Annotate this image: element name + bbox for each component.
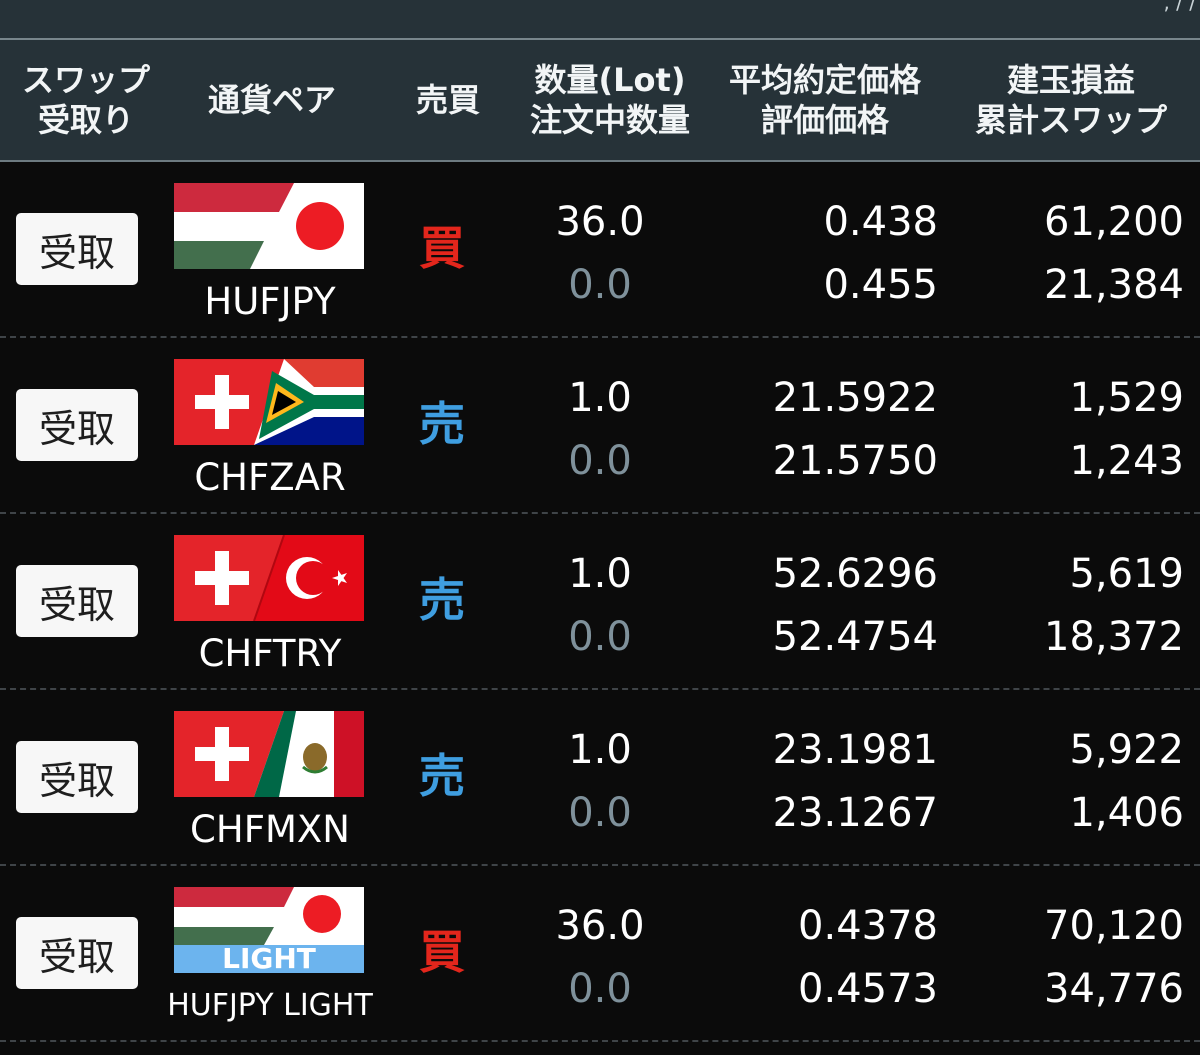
quantity-value: 1.0 [568, 551, 632, 597]
currency-pair-label: CHFZAR [194, 456, 346, 499]
evaluation-price-value: 52.4754 [772, 614, 938, 660]
side-buy-label: 買 [419, 925, 465, 979]
header-pl: 建玉損益 累計スワップ [956, 40, 1186, 160]
header-currency-pair-label: 通貨ペア [207, 81, 336, 119]
header-quantity: 数量(Lot) 注文中数量 [510, 40, 710, 160]
hungary-japan-flag-icon [174, 183, 364, 269]
top-bar: , / / [0, 0, 1200, 40]
cumulative-swap-value: 1,243 [1069, 438, 1184, 484]
side-sell-label: 売 [419, 749, 465, 803]
position-pl-value: 70,120 [1044, 903, 1184, 949]
receive-swap-button[interactable]: 受取 [16, 565, 138, 637]
currency-pair-label: CHFTRY [198, 632, 342, 675]
receive-swap-button[interactable]: 受取 [16, 213, 138, 285]
cumulative-swap-value: 34,776 [1044, 966, 1184, 1012]
position-row[interactable]: 受取 LIGHT HUFJPY LIGHT 買 36.0 0.0 0.4378 … [0, 866, 1200, 1042]
currency-pair-label: HUFJPY LIGHT [167, 988, 373, 1023]
header-price-line1: 平均約定価格 [728, 61, 921, 99]
position-pl-value: 5,922 [1069, 727, 1184, 773]
evaluation-price-value: 0.4573 [798, 966, 938, 1012]
average-price-value: 0.4378 [798, 903, 938, 949]
header-currency-pair: 通貨ペア [172, 40, 372, 160]
side-sell-label: 売 [419, 573, 465, 627]
header-pl-line2: 累計スワップ [974, 101, 1167, 139]
pending-quantity-value: 0.0 [568, 262, 632, 308]
header-quantity-line2: 注文中数量 [529, 101, 690, 139]
header-swap-receive-line1: スワップ [21, 61, 150, 99]
top-bar-partial-text: , / / [1163, 0, 1196, 14]
header-pl-line1: 建玉損益 [1006, 61, 1135, 99]
position-row[interactable]: 受取 CHFZAR 売 1.0 0.0 21.5922 21.5750 1,52… [0, 338, 1200, 514]
header-side: 売買 [400, 40, 496, 160]
cumulative-swap-value: 21,384 [1044, 262, 1184, 308]
header-side-label: 売買 [415, 81, 480, 119]
receive-swap-button[interactable]: 受取 [16, 917, 138, 989]
switzerland-mexico-flag-icon [174, 711, 364, 797]
evaluation-price-value: 23.1267 [772, 790, 938, 836]
light-badge-label: LIGHT [222, 942, 316, 973]
average-price-value: 21.5922 [772, 375, 938, 421]
pending-quantity-value: 0.0 [568, 790, 632, 836]
quantity-value: 36.0 [555, 199, 645, 245]
position-pl-value: 61,200 [1044, 199, 1184, 245]
quantity-value: 1.0 [568, 727, 632, 773]
side-buy-label: 買 [419, 221, 465, 275]
header-price-line2: 評価価格 [760, 101, 889, 139]
pending-quantity-value: 0.0 [568, 614, 632, 660]
cumulative-swap-value: 18,372 [1044, 614, 1184, 660]
pending-quantity-value: 0.0 [568, 438, 632, 484]
table-header: スワップ 受取り 通貨ペア 売買 数量(Lot) 注文中数量 平均約定価格 評価… [0, 40, 1200, 162]
switzerland-turkey-flag-icon [174, 535, 364, 621]
pending-quantity-value: 0.0 [568, 966, 632, 1012]
header-quantity-line1: 数量(Lot) [534, 61, 686, 99]
header-price: 平均約定価格 評価価格 [712, 40, 938, 160]
receive-swap-button[interactable]: 受取 [16, 741, 138, 813]
receive-swap-button[interactable]: 受取 [16, 389, 138, 461]
average-price-value: 0.438 [823, 199, 938, 245]
quantity-value: 36.0 [555, 903, 645, 949]
side-sell-label: 売 [419, 397, 465, 451]
position-pl-value: 5,619 [1069, 551, 1184, 597]
position-row[interactable]: 受取 CHFMXN 売 1.0 0.0 23.1981 23.1267 5,92… [0, 690, 1200, 866]
position-pl-value: 1,529 [1069, 375, 1184, 421]
position-row[interactable]: 受取 HUFJPY 買 36.0 0.0 0.438 0.455 61,200 … [0, 162, 1200, 338]
header-swap-receive-line2: 受取り [37, 101, 134, 139]
header-swap-receive: スワップ 受取り [0, 40, 172, 160]
switzerland-southafrica-flag-icon [174, 359, 364, 445]
currency-pair-label: HUFJPY [204, 280, 336, 323]
average-price-value: 23.1981 [772, 727, 938, 773]
quantity-value: 1.0 [568, 375, 632, 421]
cumulative-swap-value: 1,406 [1069, 790, 1184, 836]
evaluation-price-value: 21.5750 [772, 438, 938, 484]
average-price-value: 52.6296 [772, 551, 938, 597]
position-row[interactable]: 受取 CHFTRY 売 1.0 0.0 52.6296 52.4754 5,61… [0, 514, 1200, 690]
hungary-japan-light-flag-icon: LIGHT [174, 887, 364, 973]
currency-pair-label: CHFMXN [190, 808, 350, 851]
evaluation-price-value: 0.455 [823, 262, 938, 308]
